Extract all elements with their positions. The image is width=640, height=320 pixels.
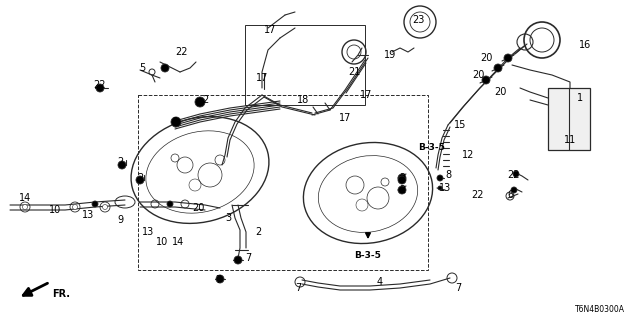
Circle shape (102, 204, 108, 210)
Text: 12: 12 (462, 150, 474, 160)
Circle shape (494, 64, 502, 72)
Text: 20: 20 (472, 70, 484, 80)
Text: 8: 8 (445, 170, 451, 180)
Circle shape (511, 187, 517, 193)
Text: 2: 2 (399, 173, 405, 183)
Text: 1: 1 (577, 93, 583, 103)
Text: 2: 2 (172, 117, 178, 127)
Text: 6: 6 (507, 190, 513, 200)
Circle shape (167, 201, 173, 207)
Circle shape (136, 176, 144, 184)
Text: 20: 20 (480, 53, 492, 63)
Circle shape (482, 76, 490, 84)
Text: 22: 22 (508, 170, 520, 180)
Text: 14: 14 (172, 237, 184, 247)
Text: 11: 11 (564, 135, 576, 145)
Text: 7: 7 (455, 283, 461, 293)
Text: B-3-5: B-3-5 (355, 251, 381, 260)
Text: 17: 17 (264, 25, 276, 35)
Circle shape (234, 256, 242, 264)
Circle shape (513, 171, 519, 177)
Circle shape (195, 97, 205, 107)
Circle shape (438, 186, 442, 190)
Text: 2: 2 (137, 173, 143, 183)
Text: 2: 2 (202, 95, 208, 105)
Circle shape (171, 117, 181, 127)
Text: 22: 22 (176, 47, 188, 57)
Text: 4: 4 (377, 277, 383, 287)
Text: 22: 22 (93, 80, 106, 90)
Text: 21: 21 (348, 67, 360, 77)
Text: 10: 10 (156, 237, 168, 247)
Text: 2: 2 (117, 157, 123, 167)
Text: 2: 2 (255, 227, 261, 237)
Text: 13: 13 (82, 210, 94, 220)
Bar (548, 88, 590, 150)
Text: T6N4B0300A: T6N4B0300A (575, 306, 625, 315)
Circle shape (22, 204, 28, 210)
Text: 9: 9 (117, 215, 123, 225)
Text: 22: 22 (472, 190, 484, 200)
Text: 3: 3 (225, 213, 231, 223)
Circle shape (437, 175, 443, 181)
Text: B-3-5: B-3-5 (419, 143, 445, 153)
Circle shape (72, 204, 77, 210)
Text: FR.: FR. (52, 289, 70, 299)
Text: 7: 7 (245, 253, 251, 263)
Text: 17: 17 (360, 90, 372, 100)
Text: 20: 20 (494, 87, 506, 97)
Text: 17: 17 (339, 113, 351, 123)
Circle shape (504, 54, 512, 62)
Text: 13: 13 (439, 183, 451, 193)
Text: 10: 10 (49, 205, 61, 215)
Circle shape (92, 201, 98, 207)
Text: 15: 15 (454, 120, 466, 130)
Text: 2: 2 (399, 185, 405, 195)
Text: 13: 13 (142, 227, 154, 237)
Circle shape (398, 174, 406, 182)
Text: 19: 19 (384, 50, 396, 60)
Text: 18: 18 (297, 95, 309, 105)
Text: 14: 14 (19, 193, 31, 203)
Text: 5: 5 (139, 63, 145, 73)
Text: 7: 7 (295, 283, 301, 293)
Circle shape (118, 161, 126, 169)
Text: 17: 17 (256, 73, 268, 83)
Text: 23: 23 (412, 15, 424, 25)
Circle shape (216, 275, 224, 283)
Text: 20: 20 (192, 203, 204, 213)
Circle shape (161, 64, 169, 72)
Circle shape (96, 84, 104, 92)
Text: 16: 16 (579, 40, 591, 50)
Circle shape (398, 176, 406, 184)
Circle shape (398, 186, 406, 194)
Text: 7: 7 (215, 275, 221, 285)
